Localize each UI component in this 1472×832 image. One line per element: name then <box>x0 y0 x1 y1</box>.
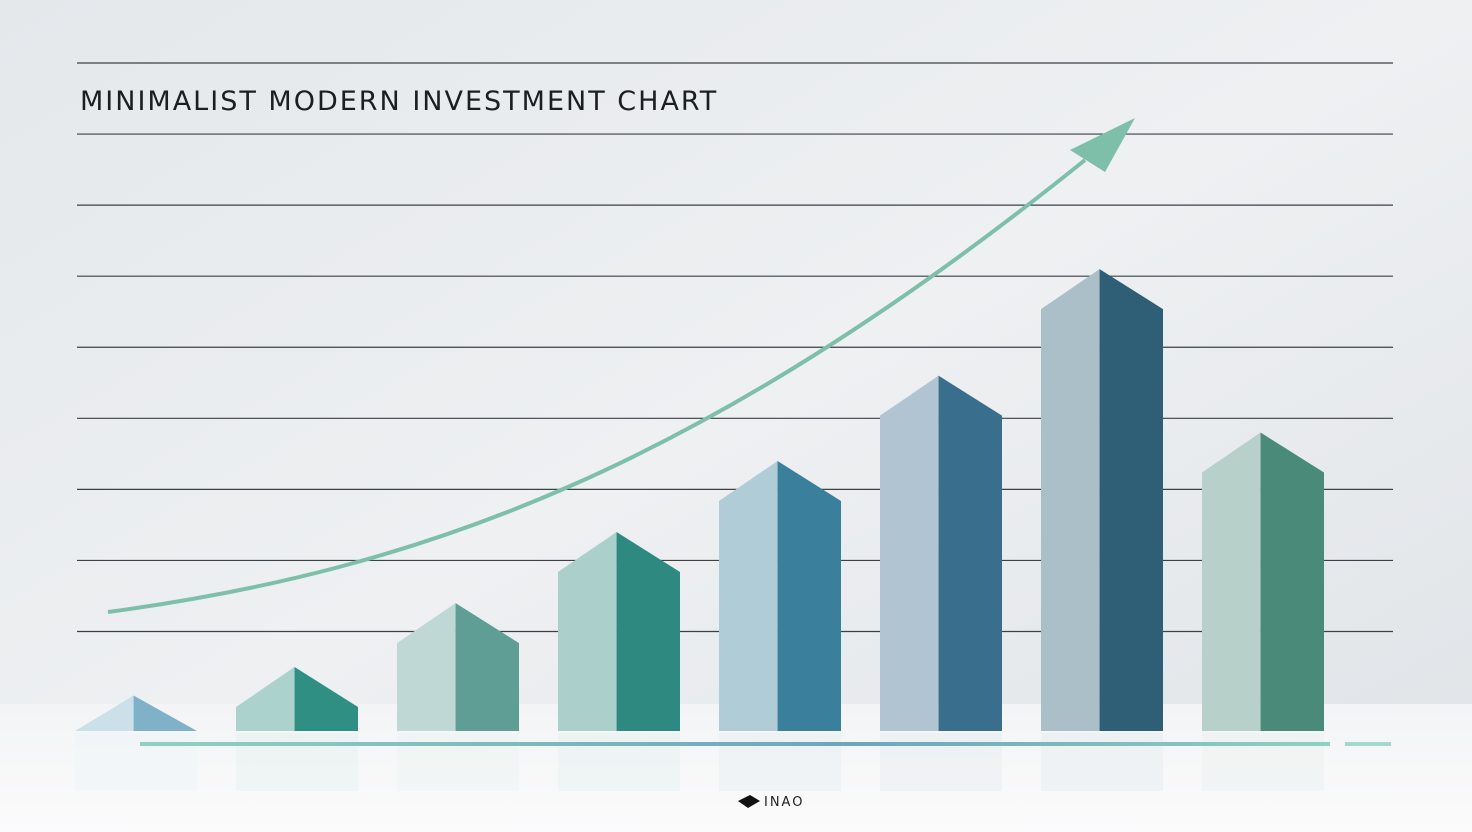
bar-left-face <box>75 695 134 731</box>
bar-right-face <box>294 667 358 731</box>
chart-title: MINIMALIST MODERN INVESTMENT CHART <box>80 86 718 117</box>
logo-icon <box>738 795 760 808</box>
bar-right-face <box>133 695 197 731</box>
bar-left-face <box>880 375 939 731</box>
bar-right-face <box>777 460 841 731</box>
bar <box>1202 432 1324 791</box>
bar-left-face <box>558 532 617 731</box>
bar <box>397 603 519 791</box>
bar-left-face <box>1202 432 1261 731</box>
bar <box>880 375 1002 791</box>
trend-arrow <box>107 158 1087 614</box>
bar <box>719 460 841 791</box>
baseline-dash <box>1345 742 1391 746</box>
logo-text: INAO <box>764 795 804 810</box>
bar-right-face <box>1260 432 1324 731</box>
bar-reflection <box>880 733 1002 791</box>
bar-reflection <box>75 733 197 791</box>
bar-right-face <box>938 375 1002 731</box>
arrow-head <box>1070 118 1135 172</box>
bar <box>75 695 197 791</box>
bar-left-face <box>236 667 295 731</box>
bar-left-face <box>397 603 456 731</box>
bar-left-face <box>719 460 778 731</box>
bar <box>558 532 680 791</box>
bar-right-face <box>1099 269 1163 731</box>
bar <box>236 667 358 791</box>
bar-reflection <box>1041 733 1163 791</box>
bar-reflection <box>558 733 680 791</box>
bar-left-face <box>1041 269 1100 731</box>
bar-reflection <box>236 733 358 791</box>
bar-reflection <box>397 733 519 791</box>
bar-reflection <box>1202 733 1324 791</box>
bar-right-face <box>616 532 680 731</box>
bar-right-face <box>455 603 519 731</box>
bar <box>1041 269 1163 791</box>
bar-reflection <box>719 733 841 791</box>
baseline <box>140 742 1330 746</box>
